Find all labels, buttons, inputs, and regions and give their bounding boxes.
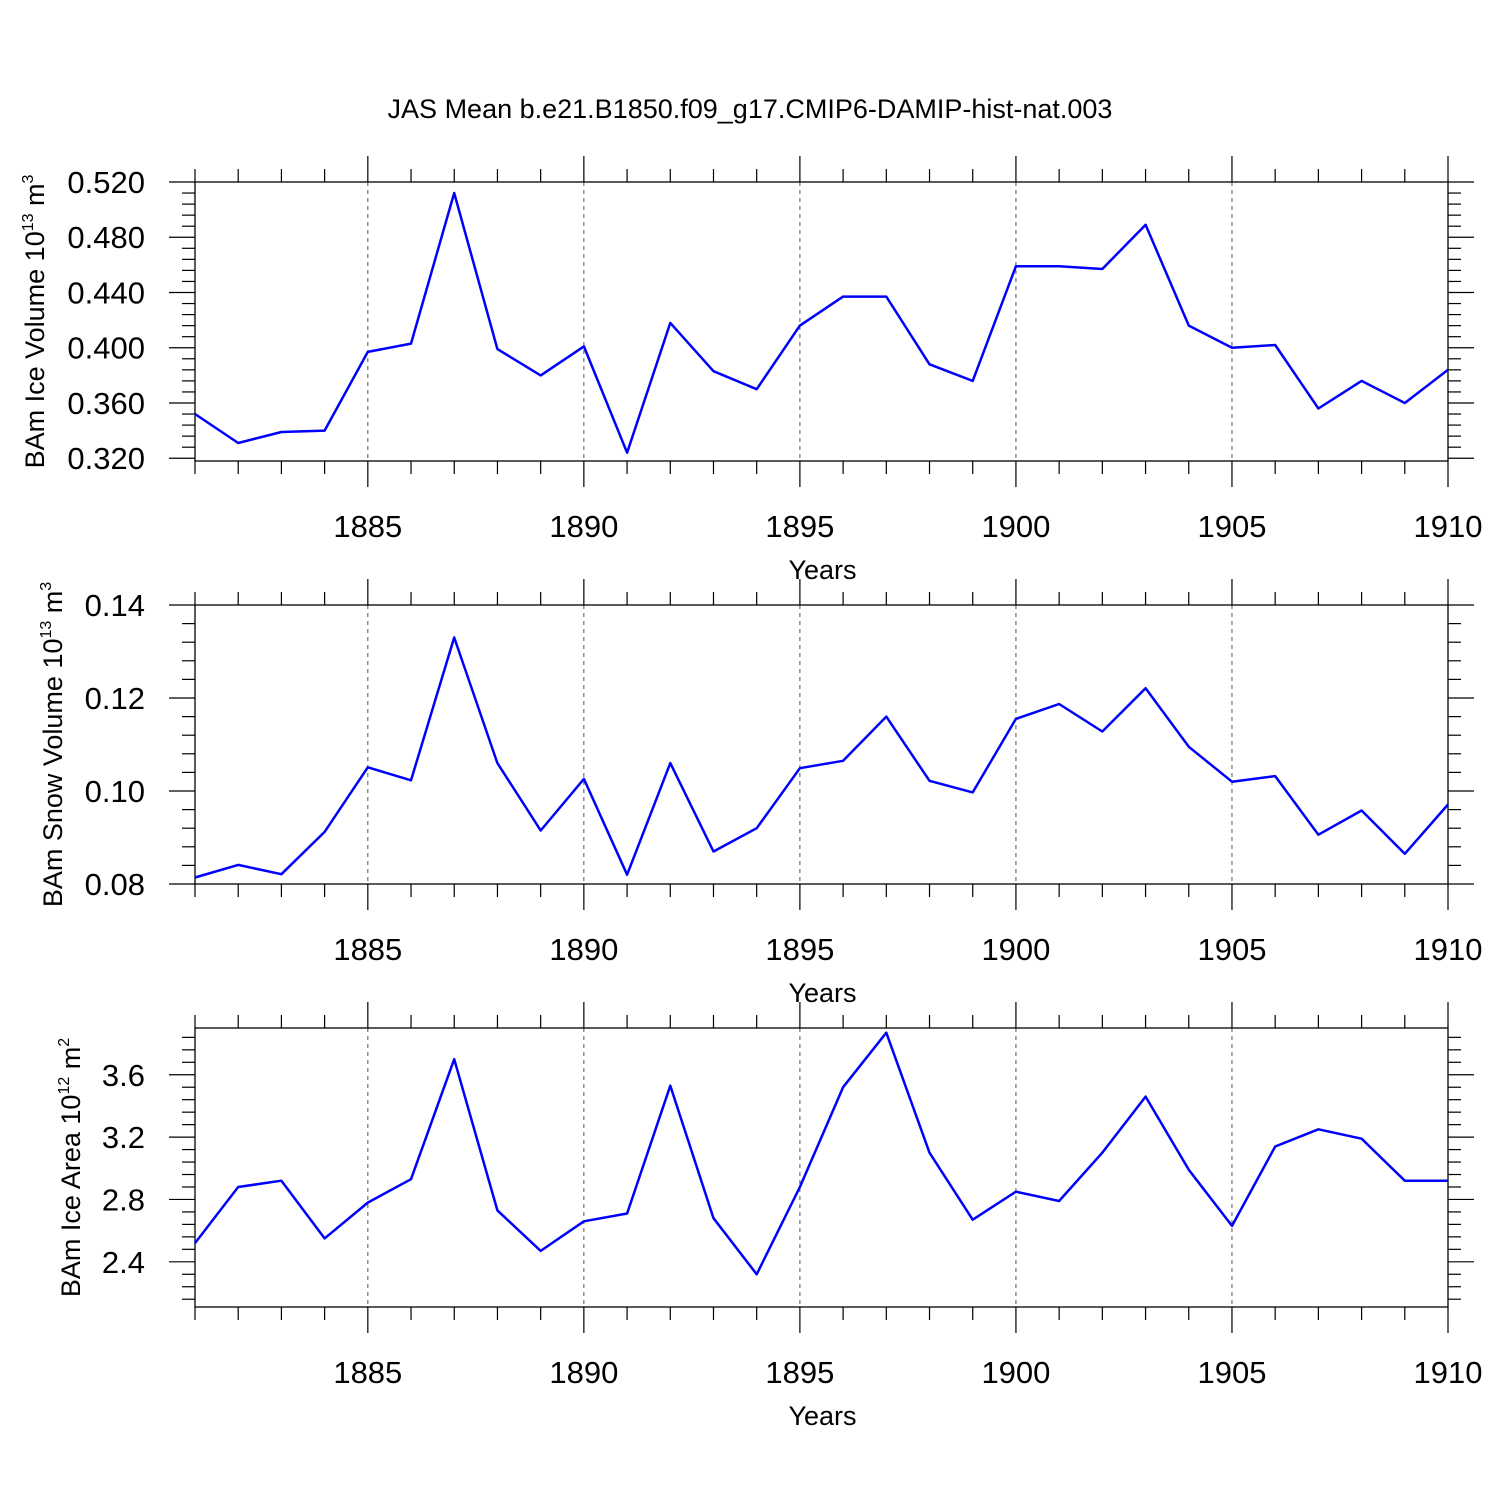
y-axis-title-unit-exponent: 3	[38, 582, 55, 591]
y-tick-label: 0.12	[85, 681, 145, 716]
y-tick-label: 3.6	[102, 1058, 145, 1093]
series-line-ice-area	[194, 1031, 1448, 1276]
plot-frame	[194, 181, 1449, 462]
y-axis-title-unit-exponent: 3	[20, 174, 37, 183]
y-axis-title-unit-exponent: 2	[56, 1038, 73, 1047]
y-tick-label: 0.08	[85, 867, 145, 902]
y-tick-label: 3.2	[102, 1120, 145, 1155]
y-axis-title-exponent: 13	[38, 621, 55, 639]
x-tick-label: 1890	[549, 932, 618, 967]
y-tick-label: 0.10	[85, 774, 145, 809]
y-tick-label: 2.4	[102, 1245, 145, 1280]
y-tick-label: 0.480	[67, 220, 145, 255]
y-tick-label: 0.320	[67, 441, 145, 476]
x-tick-label: 1910	[1414, 509, 1483, 544]
x-axis-title: Years	[788, 1401, 856, 1431]
y-tick-label: 0.14	[85, 588, 145, 623]
x-tick-label: 1905	[1197, 509, 1266, 544]
panel-ice-area: 1885 1890 1895 1900 1905 1910 Years 2.4 2.8 3.2 3.…	[56, 1002, 1482, 1431]
y-axis-title: BAm Ice Volume 1013 m3	[20, 174, 50, 468]
x-tick-label: 1910	[1414, 1355, 1483, 1390]
x-tick-label: 1895	[765, 1355, 834, 1390]
plot-frame	[194, 1027, 1449, 1308]
x-tick-label: 1885	[333, 1355, 402, 1390]
panels: 1885 1890 1895 1900 1905 1910 Years 0.320 0.360 0…	[20, 156, 1482, 1431]
y-axis-title: BAm Ice Area 1012 m2	[56, 1038, 86, 1297]
panel-snow-volume: 1885 1890 1895 1900 1905 1910 Years 0.08 0.10 0.1…	[38, 579, 1482, 1008]
y-axis-title-unit: m	[20, 183, 50, 213]
y-axis-title-exponent: 12	[56, 1077, 73, 1095]
y-tick-label: 0.440	[67, 275, 145, 310]
y-axis-title-text: BAm Ice Volume 10	[20, 231, 50, 468]
figure-title: JAS Mean b.e21.B1850.f09_g17.CMIP6-DAMIP…	[388, 94, 1113, 124]
y-axis-title-unit: m	[56, 1047, 86, 1077]
y-axis-title-exponent: 13	[20, 213, 37, 231]
x-axis-title: Years	[788, 978, 856, 1008]
y-tick-label: 0.520	[67, 165, 145, 200]
x-tick-label: 1890	[549, 509, 618, 544]
x-axis-title: Years	[788, 555, 856, 585]
y-tick-label: 2.8	[102, 1182, 145, 1217]
series-line-snow-volume	[194, 636, 1449, 879]
series-line-ice-volume	[194, 191, 1449, 454]
x-tick-label: 1905	[1197, 932, 1266, 967]
x-tick-label: 1885	[333, 932, 402, 967]
x-tick-label: 1900	[981, 932, 1050, 967]
panel-ice-volume: 1885 1890 1895 1900 1905 1910 Years 0.320 0.360 0…	[20, 156, 1482, 585]
y-axis-title-text: BAm Ice Area 10	[56, 1095, 86, 1298]
plot-frame	[194, 604, 1449, 885]
x-tick-label: 1910	[1414, 932, 1483, 967]
x-tick-label: 1895	[765, 509, 834, 544]
y-axis-title-text: BAm Snow Volume 10	[38, 639, 68, 908]
y-tick-label: 0.400	[67, 331, 145, 366]
x-tick-label: 1900	[981, 509, 1050, 544]
y-axis-title-unit: m	[38, 591, 68, 621]
y-axis-title: BAm Snow Volume 1013 m3	[38, 582, 68, 907]
x-tick-label: 1905	[1197, 1355, 1266, 1390]
x-tick-label: 1895	[765, 932, 834, 967]
y-tick-label: 0.360	[67, 386, 145, 421]
x-tick-label: 1890	[549, 1355, 618, 1390]
x-tick-label: 1900	[981, 1355, 1050, 1390]
x-tick-label: 1885	[333, 509, 402, 544]
